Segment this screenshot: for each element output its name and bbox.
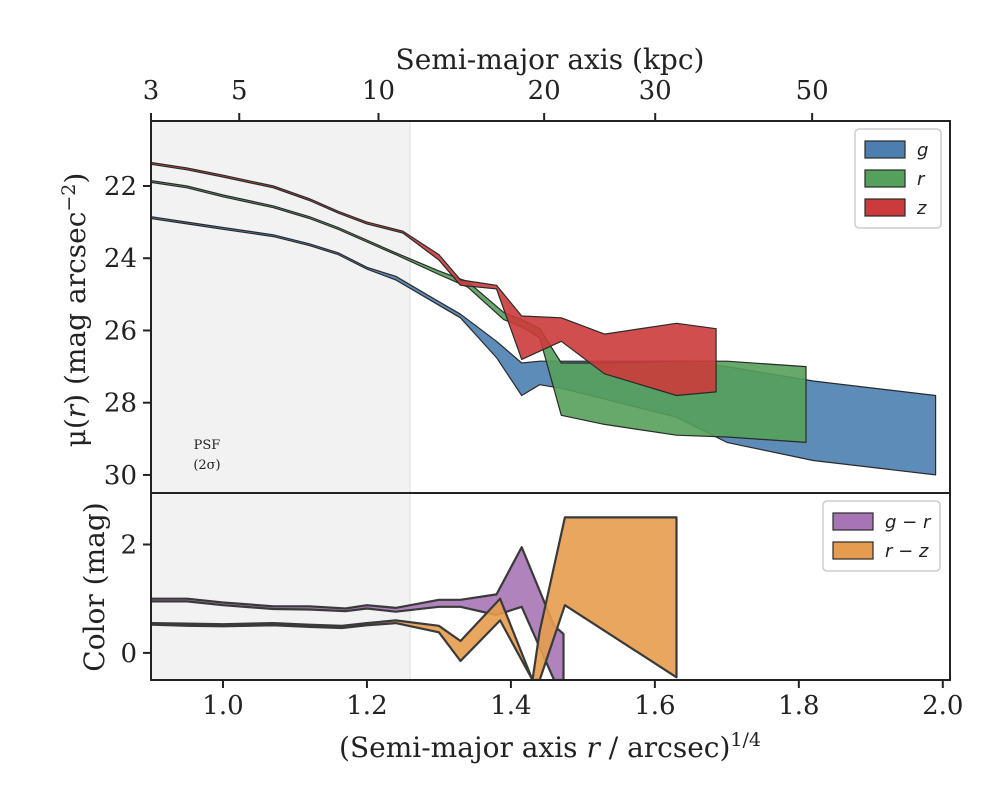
x-tick-label-1-8: 1.8 xyxy=(778,691,819,721)
legend-swatch-z xyxy=(864,198,906,217)
y-tick-label-color-2: 2 xyxy=(120,530,137,560)
y-tick-label-22: 22 xyxy=(104,172,137,202)
x-tick-label-2: 2.0 xyxy=(922,691,963,721)
y-tick-label-26: 26 xyxy=(104,316,137,346)
series-band-z xyxy=(151,161,717,397)
y-axis-label-bottom: Color (mag) xyxy=(78,502,111,671)
psf-label-line1: PSF xyxy=(194,438,221,453)
legend-swatch-r-z xyxy=(832,541,874,560)
y-axis-label-top: μ(r) (mag arcsec−2) xyxy=(58,173,92,448)
x-tick-label-1-2: 1.2 xyxy=(346,691,387,721)
legend-label-r-z: r − z xyxy=(885,541,929,562)
psf-region-color xyxy=(150,492,411,681)
legend-swatch-g xyxy=(864,140,906,159)
top-tick-label-3: 3 xyxy=(143,76,160,106)
y-tick-label-28: 28 xyxy=(104,389,137,419)
x-axis-label: (Semi-major axis r / arcsec)1/4 xyxy=(339,729,761,764)
top-tick-label-30: 30 xyxy=(639,76,672,106)
series-band-g-r xyxy=(151,546,565,680)
surface-brightness-panel: 22 24 26 28 30 PSF (2σ) grz xyxy=(104,120,951,494)
y-axis-ticks-top: 22 24 26 28 30 xyxy=(104,172,151,491)
color-panel: 02 1.0 1.2 1.4 1.6 1.8 2.0 g − rr − z xyxy=(120,492,963,721)
top-axis-ticks: 3 5 10 20 30 50 xyxy=(143,76,829,121)
legend-top: grz xyxy=(854,128,942,229)
y-tick-label-24: 24 xyxy=(104,244,137,274)
legend-label-z: z xyxy=(916,198,927,219)
top-tick-label-5: 5 xyxy=(231,76,248,106)
top-tick-label-50: 50 xyxy=(796,76,829,106)
x-tick-label-1-4: 1.4 xyxy=(490,691,531,721)
legend-label-r: r xyxy=(917,169,926,190)
y-tick-label-30: 30 xyxy=(104,461,137,491)
top-axis-label: Semi-major axis (kpc) xyxy=(396,43,705,76)
x-tick-label-1: 1.0 xyxy=(202,691,243,721)
legend-swatch-g-r xyxy=(832,512,874,531)
y-tick-label-color-0: 0 xyxy=(120,639,137,669)
series-band-r-z xyxy=(151,516,678,680)
x-tick-label-1-6: 1.6 xyxy=(634,691,675,721)
color-series xyxy=(151,516,678,680)
top-tick-label-10: 10 xyxy=(362,76,395,106)
surface-brightness-series xyxy=(151,161,937,476)
legend-label-g: g xyxy=(917,140,928,161)
legend-bottom: g − r r − z xyxy=(822,500,941,572)
x-axis-ticks: 1.0 1.2 1.4 1.6 1.8 2.0 xyxy=(202,680,963,721)
y-axis-ticks-bottom: 02 xyxy=(120,530,151,669)
top-tick-label-20: 20 xyxy=(528,76,561,106)
psf-label-line2: (2σ) xyxy=(193,458,220,473)
legend-swatch-r xyxy=(864,169,906,188)
legend-label-g-r: g − r xyxy=(885,512,932,533)
plot-frame-bottom xyxy=(150,492,951,681)
psf-region xyxy=(150,120,411,494)
